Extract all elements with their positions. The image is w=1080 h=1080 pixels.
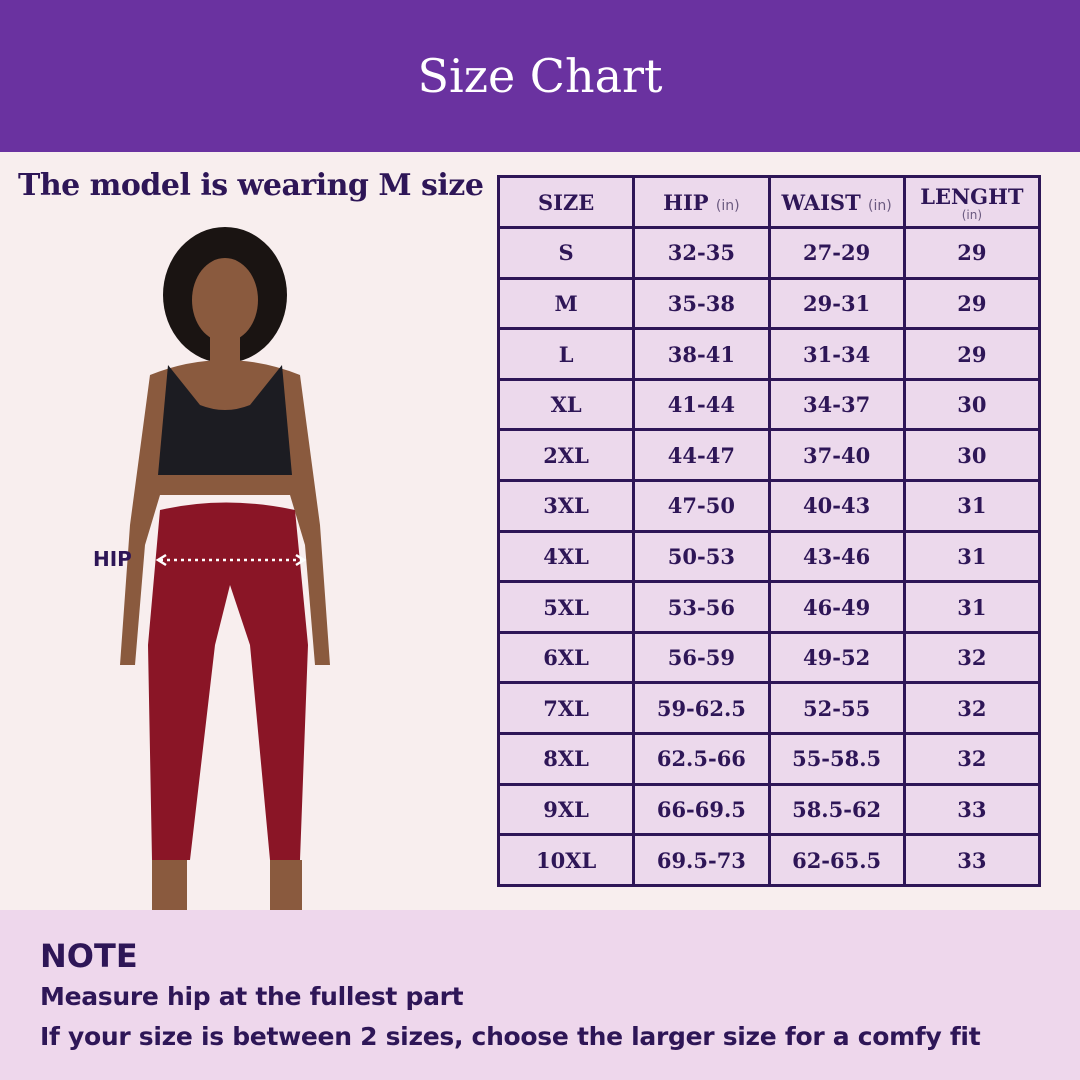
hip-cell: 32-35	[632, 226, 771, 280]
length-cell: 31	[902, 529, 1042, 584]
header-size: SIZE	[496, 175, 636, 229]
hip-label: HIP	[93, 547, 132, 571]
table-row: 2XL 44-47 37-40 30	[496, 428, 1042, 483]
size-cell: L	[496, 327, 636, 381]
header-banner: Size Chart	[0, 0, 1080, 152]
hip-cell: 50-53	[632, 529, 771, 584]
model-photo	[120, 227, 330, 910]
table-row: L 38-41 31-34 29	[496, 327, 1042, 381]
size-cell: 10XL	[496, 833, 636, 887]
size-cell: XL	[496, 377, 636, 432]
hip-cell: 56-59	[632, 630, 771, 685]
hip-cell: 62.5-66	[632, 732, 771, 786]
model-caption: The model is wearing M size	[18, 168, 484, 203]
table-row: 7XL 59-62.5 52-55 32	[496, 681, 1042, 736]
hip-cell: 38-41	[632, 327, 771, 381]
size-cell: 4XL	[496, 529, 636, 584]
table-header-row: SIZE HIP (in) WAIST (in) LENGHT (in)	[496, 175, 1042, 229]
arrow-icon	[155, 553, 307, 567]
size-cell: 8XL	[496, 732, 636, 786]
length-cell: 31	[902, 479, 1042, 533]
table-row: 6XL 56-59 49-52 32	[496, 630, 1042, 685]
waist-cell: 52-55	[767, 681, 906, 736]
length-cell: 32	[902, 630, 1042, 685]
size-cell: M	[496, 276, 636, 331]
unit-label: (in)	[961, 207, 983, 222]
hip-cell: 47-50	[632, 479, 771, 533]
length-cell: 29	[902, 276, 1042, 331]
size-cell: 6XL	[496, 630, 636, 685]
size-table: SIZE HIP (in) WAIST (in) LENGHT (in) S 32-…	[496, 175, 1042, 887]
header-waist: WAIST (in)	[767, 175, 906, 229]
hip-cell: 44-47	[632, 428, 771, 483]
header-label: LENGHT	[920, 183, 1024, 209]
hip-cell: 53-56	[632, 580, 771, 634]
length-cell: 32	[902, 681, 1042, 736]
size-cell: 7XL	[496, 681, 636, 736]
hip-cell: 69.5-73	[632, 833, 771, 887]
header-length: LENGHT (in)	[902, 175, 1042, 229]
header-hip: HIP (in)	[632, 175, 771, 229]
hip-cell: 66-69.5	[632, 782, 771, 837]
waist-cell: 62-65.5	[767, 833, 906, 887]
waist-cell: 34-37	[767, 377, 906, 432]
note-section: NOTE Measure hip at the fullest part If …	[0, 910, 1080, 1080]
length-cell: 30	[902, 377, 1042, 432]
note-heading: NOTE	[40, 937, 138, 975]
table-row: 3XL 47-50 40-43 31	[496, 479, 1042, 533]
length-cell: 31	[902, 580, 1042, 634]
note-line: If your size is between 2 sizes, choose …	[40, 1022, 981, 1051]
waist-cell: 49-52	[767, 630, 906, 685]
hip-cell: 35-38	[632, 276, 771, 331]
page-title: Size Chart	[417, 49, 663, 103]
size-cell: 5XL	[496, 580, 636, 634]
waist-cell: 43-46	[767, 529, 906, 584]
table-row: 4XL 50-53 43-46 31	[496, 529, 1042, 584]
header-label: HIP	[663, 189, 709, 215]
waist-cell: 31-34	[767, 327, 906, 381]
waist-cell: 58.5-62	[767, 782, 906, 837]
table-row: 9XL 66-69.5 58.5-62 33	[496, 782, 1042, 837]
size-cell: 3XL	[496, 479, 636, 533]
waist-cell: 29-31	[767, 276, 906, 331]
hip-cell: 41-44	[632, 377, 771, 432]
waist-cell: 37-40	[767, 428, 906, 483]
table-row: 5XL 53-56 46-49 31	[496, 580, 1042, 634]
length-cell: 33	[902, 833, 1042, 887]
length-cell: 32	[902, 732, 1042, 786]
table-row: S 32-35 27-29 29	[496, 226, 1042, 280]
length-cell: 29	[902, 226, 1042, 280]
waist-cell: 27-29	[767, 226, 906, 280]
table-row: 8XL 62.5-66 55-58.5 32	[496, 732, 1042, 786]
waist-cell: 46-49	[767, 580, 906, 634]
waist-cell: 40-43	[767, 479, 906, 533]
header-label: WAIST	[781, 189, 861, 215]
unit-label: (in)	[715, 197, 740, 214]
hip-cell: 59-62.5	[632, 681, 771, 736]
note-line: Measure hip at the fullest part	[40, 982, 464, 1011]
length-cell: 30	[902, 428, 1042, 483]
table-row: 10XL 69.5-73 62-65.5 33	[496, 833, 1042, 887]
length-cell: 33	[902, 782, 1042, 837]
header-label: SIZE	[537, 189, 595, 215]
unit-label: (in)	[868, 197, 892, 214]
table-row: XL 41-44 34-37 30	[496, 377, 1042, 432]
table-row: M 35-38 29-31 29	[496, 276, 1042, 331]
size-cell: 2XL	[496, 428, 636, 483]
waist-cell: 55-58.5	[767, 732, 906, 786]
size-cell: 9XL	[496, 782, 636, 837]
length-cell: 29	[902, 327, 1042, 381]
size-cell: S	[496, 226, 636, 280]
